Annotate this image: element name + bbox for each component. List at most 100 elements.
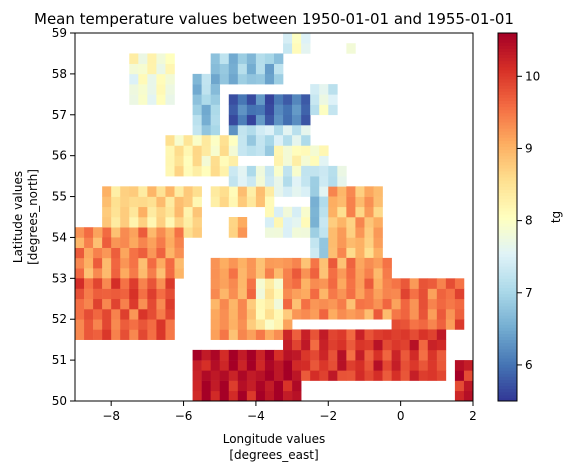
heatmap-cell xyxy=(255,380,266,392)
heatmap-cell xyxy=(255,53,266,64)
heatmap-cell xyxy=(174,196,184,208)
colorbar-band xyxy=(498,72,517,77)
heatmap-cell xyxy=(319,288,329,300)
heatmap-cell xyxy=(129,206,139,218)
colorbar-band xyxy=(498,351,517,356)
heatmap-cell xyxy=(156,186,166,197)
heatmap-cell xyxy=(138,298,148,310)
heatmap-cell xyxy=(301,104,311,116)
heatmap-cell xyxy=(147,63,157,75)
heatmap-cell xyxy=(138,206,148,218)
colorbar-band xyxy=(498,327,517,331)
heatmap-cell xyxy=(147,217,157,228)
heatmap-cell xyxy=(75,329,85,340)
heatmap-cell xyxy=(255,196,266,208)
heatmap-cell xyxy=(301,257,311,269)
heatmap-cell xyxy=(246,390,257,401)
heatmap-cell xyxy=(274,370,284,381)
heatmap-cell xyxy=(427,339,438,351)
heatmap-cell xyxy=(237,370,248,381)
heatmap-cell xyxy=(382,339,392,351)
heatmap-cell xyxy=(274,217,284,228)
heatmap-cell xyxy=(183,135,193,146)
heatmap-cell xyxy=(337,268,347,279)
heatmap-cell xyxy=(373,227,383,238)
heatmap-cell xyxy=(373,309,383,320)
heatmap-cell xyxy=(246,329,257,340)
heatmap-cell xyxy=(355,227,365,238)
heatmap-cell xyxy=(346,257,356,269)
heatmap-cell xyxy=(156,206,166,218)
heatmap-cell xyxy=(210,145,221,156)
heatmap-cell xyxy=(301,145,311,156)
heatmap-cell xyxy=(228,73,239,85)
y-tick-label: 51 xyxy=(52,353,67,367)
colorbar-band xyxy=(498,112,517,117)
heatmap-cell xyxy=(409,370,420,381)
heatmap-cell xyxy=(174,257,184,269)
heatmap-cell xyxy=(156,227,166,238)
heatmap-cell xyxy=(310,247,320,259)
heatmap-cell xyxy=(301,339,311,351)
colorbar-band xyxy=(498,269,517,273)
heatmap-cell xyxy=(445,288,456,300)
heatmap-cell xyxy=(319,237,329,248)
heatmap-cell xyxy=(264,73,275,85)
heatmap-cell xyxy=(373,360,383,371)
heatmap-cell xyxy=(120,247,130,259)
heatmap-cell xyxy=(346,309,356,320)
colorbar-band xyxy=(498,256,517,261)
heatmap-cell xyxy=(93,257,103,269)
heatmap-cell xyxy=(364,237,374,248)
heatmap-cell xyxy=(246,380,257,392)
heatmap-cell xyxy=(418,288,429,300)
heatmap-cell xyxy=(228,298,239,310)
heatmap-cell xyxy=(427,309,438,320)
heatmap-cell xyxy=(283,319,293,330)
heatmap-cell xyxy=(237,288,248,300)
heatmap-cell xyxy=(364,339,374,351)
colorbar-band xyxy=(498,287,517,292)
heatmap-cell xyxy=(210,278,221,289)
colorbar-band xyxy=(498,241,517,246)
heatmap-cell xyxy=(138,288,148,300)
heatmap-cell xyxy=(84,298,94,310)
heatmap-cell xyxy=(292,33,302,44)
heatmap-cell xyxy=(192,360,202,371)
heatmap-cell xyxy=(319,145,329,156)
colorbar-band xyxy=(498,281,517,285)
heatmap-cell xyxy=(274,360,284,371)
heatmap-cell xyxy=(337,288,347,300)
heatmap-cell xyxy=(93,268,103,279)
heatmap-cell xyxy=(274,114,284,126)
heatmap-cell xyxy=(129,94,139,105)
heatmap-cell xyxy=(102,186,112,197)
colorbar-band xyxy=(498,309,517,313)
heatmap-cell xyxy=(391,370,401,381)
heatmap-cell xyxy=(120,227,130,238)
colorbar-band xyxy=(498,140,517,144)
heatmap-cell xyxy=(84,257,94,269)
heatmap-cell xyxy=(264,63,275,75)
heatmap-cell xyxy=(93,237,103,248)
heatmap-cell xyxy=(255,135,266,146)
heatmap-cell xyxy=(274,319,284,330)
heatmap-cell xyxy=(382,329,392,340)
heatmap-cell xyxy=(210,349,221,361)
heatmap-cell xyxy=(346,237,356,248)
heatmap-cell xyxy=(283,206,293,218)
colorbar-band xyxy=(498,364,517,368)
heatmap-cell xyxy=(337,196,347,208)
heatmap-cell xyxy=(75,309,85,320)
colorbar-band xyxy=(498,226,517,230)
heatmap-cell xyxy=(328,84,338,95)
heatmap-cell xyxy=(237,73,248,85)
heatmap-cell xyxy=(274,390,284,401)
heatmap-cell xyxy=(147,53,157,64)
heatmap-cell xyxy=(192,114,202,126)
heatmap-cell xyxy=(301,370,311,381)
heatmap-cell xyxy=(283,114,293,126)
heatmap-cell xyxy=(174,145,184,156)
heatmap-cell xyxy=(409,319,420,330)
heatmap-cell xyxy=(210,94,221,105)
